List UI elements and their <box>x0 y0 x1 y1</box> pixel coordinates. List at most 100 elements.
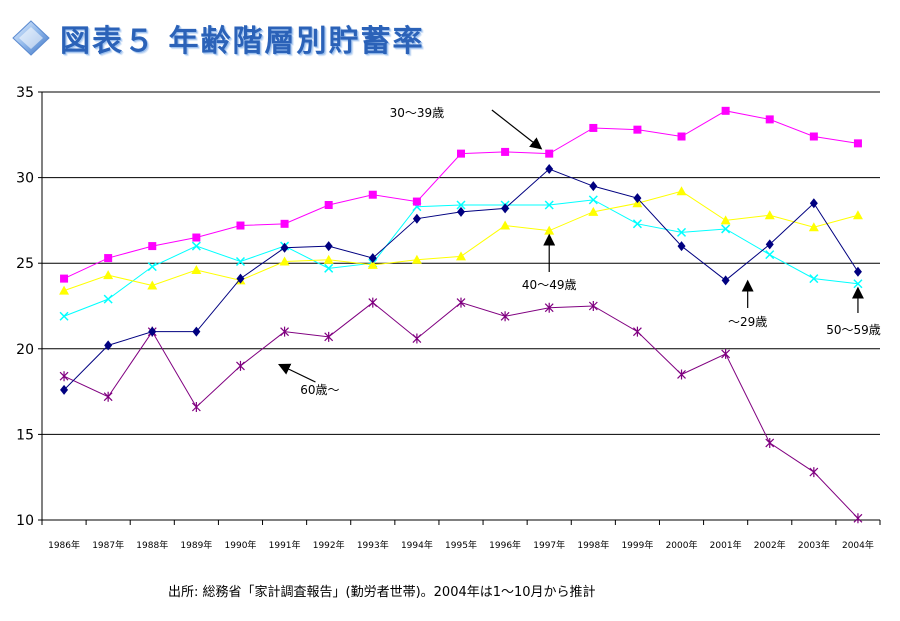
data-point <box>589 123 598 132</box>
data-point <box>148 326 157 337</box>
annotation-arrow <box>278 363 316 383</box>
x-tick-label: 1995年 <box>445 539 477 551</box>
data-point <box>721 348 731 359</box>
annotation-label: 30～39歳 <box>390 106 445 120</box>
data-point <box>809 274 819 284</box>
data-point <box>59 371 69 382</box>
data-point <box>720 215 731 225</box>
x-tick-label: 1998年 <box>577 539 609 551</box>
data-point <box>280 242 289 253</box>
data-point <box>412 197 421 206</box>
data-point <box>721 106 730 115</box>
data-point <box>456 251 466 261</box>
data-point <box>633 125 642 134</box>
data-point <box>677 132 686 141</box>
x-tick-label: 2001年 <box>710 539 742 551</box>
data-point <box>677 369 686 380</box>
data-point <box>103 294 113 304</box>
data-point <box>147 262 157 272</box>
data-point <box>853 513 863 524</box>
x-tick-label: 1997年 <box>533 539 565 551</box>
series-line <box>63 168 859 391</box>
annotation-label: 50～59歳 <box>826 323 881 337</box>
data-point <box>589 181 598 192</box>
data-point <box>765 437 775 448</box>
x-tick-label: 1994年 <box>401 539 433 551</box>
chart-title: 図表５ 年齢階層別貯蓄率 <box>60 24 425 59</box>
data-point <box>544 302 554 313</box>
x-tick-label: 1999年 <box>621 539 653 551</box>
data-point <box>236 221 245 230</box>
data-point <box>192 326 201 337</box>
x-tick-label: 1993年 <box>357 539 389 551</box>
data-point <box>588 206 599 216</box>
data-point <box>191 241 201 251</box>
x-tick-label: 1991年 <box>269 539 301 551</box>
y-tick-label: 15 <box>16 427 34 443</box>
data-point <box>545 164 554 175</box>
data-point <box>235 256 246 267</box>
data-point <box>324 331 334 342</box>
data-point <box>853 279 863 289</box>
data-point <box>764 210 775 220</box>
data-point <box>588 301 598 311</box>
source-note: 出所: 総務省「家計調査報告」(勤労者世帯)。2004年は1～10月から推計 <box>168 585 596 600</box>
data-point <box>191 265 202 275</box>
data-point <box>633 193 642 204</box>
data-point <box>500 311 510 322</box>
data-point <box>809 132 818 141</box>
diamond-bullet-icon <box>12 20 50 56</box>
x-tick-label: 2003年 <box>798 539 830 551</box>
x-tick-label: 1986年 <box>48 539 80 551</box>
x-tick-label: 1988年 <box>136 539 168 551</box>
data-point <box>280 219 289 228</box>
data-point <box>368 297 378 308</box>
data-point <box>280 326 290 337</box>
x-tick-label: 1990年 <box>225 539 257 551</box>
data-point <box>588 195 598 205</box>
series-line <box>63 190 859 292</box>
data-point <box>59 285 70 295</box>
data-point <box>456 297 466 308</box>
data-point <box>324 263 334 273</box>
annotation-label: ～29歳 <box>728 315 767 329</box>
data-point <box>677 241 686 252</box>
data-point <box>809 198 818 209</box>
x-tick-label: 1987年 <box>92 539 124 551</box>
data-point <box>544 225 555 235</box>
y-tick-label: 25 <box>16 256 34 272</box>
data-point <box>412 333 422 344</box>
data-point <box>808 222 819 232</box>
data-point <box>456 200 466 210</box>
data-point <box>457 149 465 158</box>
annotation-label: 40～49歳 <box>522 278 577 292</box>
data-point <box>500 220 511 230</box>
x-tick-label: 1996年 <box>489 539 521 551</box>
data-point <box>853 139 862 148</box>
data-point <box>279 256 290 266</box>
data-point <box>148 242 157 251</box>
data-point <box>368 253 377 264</box>
x-tick-label: 2002年 <box>754 539 786 551</box>
data-point <box>853 266 862 277</box>
data-point <box>765 115 774 124</box>
data-point <box>59 311 69 321</box>
data-point <box>632 219 642 229</box>
data-point <box>676 186 687 196</box>
data-point <box>676 227 687 237</box>
data-point <box>236 273 245 284</box>
series-line <box>63 301 859 519</box>
y-tick-label: 20 <box>16 342 34 358</box>
data-point <box>411 254 422 264</box>
y-tick-label: 10 <box>16 513 34 529</box>
data-point <box>60 384 69 395</box>
data-point <box>721 224 731 234</box>
data-point <box>324 200 333 209</box>
y-tick-label: 35 <box>16 85 34 101</box>
chart-title-bar: 図表５ 年齢階層別貯蓄率 <box>10 14 424 62</box>
data-point <box>192 233 201 242</box>
data-point <box>104 254 113 263</box>
data-point <box>765 239 774 250</box>
data-point <box>324 241 333 252</box>
